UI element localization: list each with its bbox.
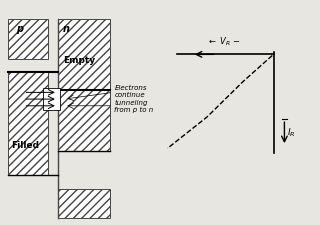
Bar [43,88,60,110]
Text: n: n [63,24,70,34]
Text: $I_R$: $I_R$ [287,126,296,139]
Bar [8,19,48,59]
Bar [58,90,110,151]
Text: $\leftarrow$ $V_R$ $-$: $\leftarrow$ $V_R$ $-$ [207,35,241,48]
Text: Empty: Empty [63,56,95,65]
Bar [58,19,110,94]
Text: Electrons
continue
tunneling
from p to n: Electrons continue tunneling from p to n [115,86,154,113]
Bar [58,189,110,218]
Text: Filled: Filled [11,141,39,150]
Bar [8,72,48,175]
Text: p: p [16,24,23,34]
